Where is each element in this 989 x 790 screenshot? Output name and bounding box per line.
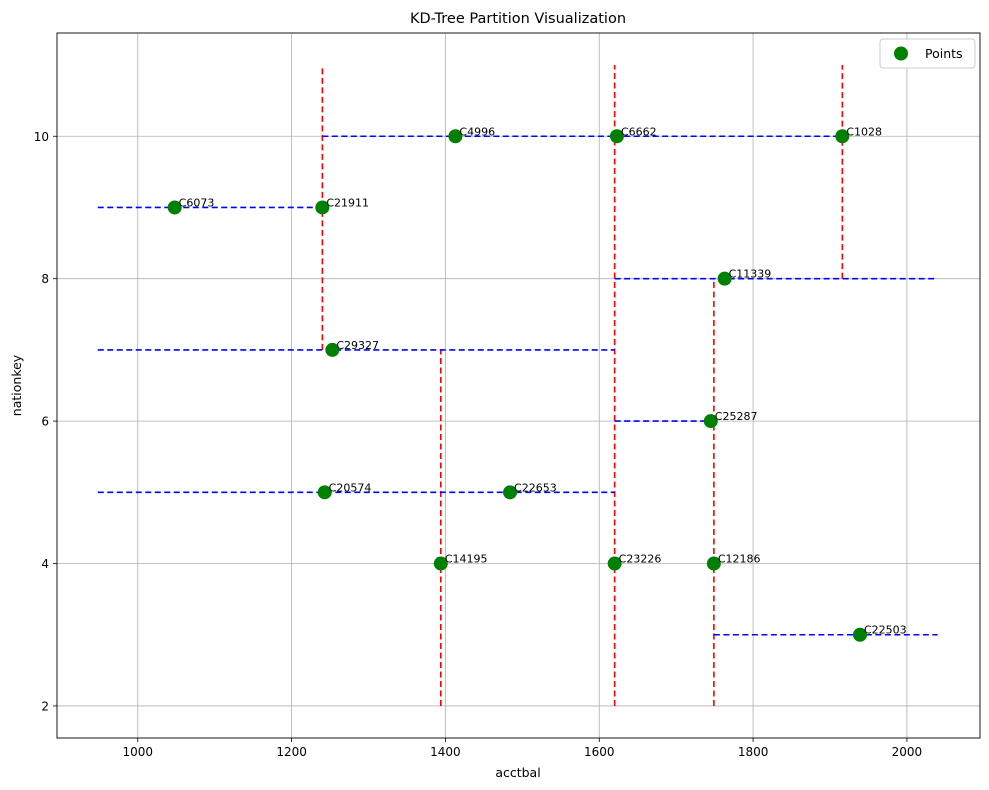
point-label: C12186 [718,553,761,566]
point-label: C25287 [715,410,758,423]
legend: Points [879,38,976,69]
point-label: C22653 [514,481,557,494]
x-tick-label: 1400 [430,745,461,759]
point-label: C11339 [729,268,772,281]
y-tick-label: 2 [41,699,49,713]
x-tick-label: 2000 [892,745,923,759]
data-point [315,200,330,215]
data-points [167,129,868,642]
plot-frame [56,32,981,739]
x-tick-label: 1600 [584,745,615,759]
point-label: C20574 [329,481,372,494]
data-point [609,129,624,144]
chart-title: KD-Tree Partition Visualization [410,11,626,27]
point-labels: C6073 C21911 C4996 C6662 C1028 C11339 C29327 C2… [179,125,907,636]
y-axis-label: nationkey [9,354,24,416]
point-label: C1028 [846,125,882,138]
data-point [325,342,340,357]
point-label: C23226 [619,553,662,566]
data-point [448,129,463,144]
data-point [607,556,622,571]
data-point [317,485,332,500]
point-label: C4996 [459,125,495,138]
data-point [706,556,721,571]
y-tick-label: 6 [41,415,49,429]
x-tick-label: 1200 [276,745,307,759]
point-label: C29327 [336,339,379,352]
y-tick-label: 10 [34,130,49,144]
legend-box [879,38,976,69]
point-label: C22503 [864,624,907,637]
x-axis-label: acctbal [495,765,540,780]
data-point [703,414,718,429]
y-tick-label: 8 [41,272,49,286]
point-label: C6662 [621,125,657,138]
point-label: C6073 [179,196,215,209]
data-point [717,271,732,286]
data-point [167,200,182,215]
legend-label: Points [925,46,963,61]
data-point [853,627,868,642]
legend-marker [894,46,908,61]
x-tick-label: 1800 [738,745,769,759]
point-label: C14195 [445,553,488,566]
y-tick-label: 4 [41,557,49,571]
x-axis-ticks: 1000 1200 1400 1600 1800 2000 [122,738,922,759]
data-point [835,129,850,144]
partition-lines [97,65,938,706]
data-point [503,485,518,500]
x-tick-label: 1000 [122,745,153,759]
data-point [433,556,448,571]
y-axis-ticks: 2 4 6 8 10 [34,130,57,713]
point-label: C21911 [326,196,369,209]
